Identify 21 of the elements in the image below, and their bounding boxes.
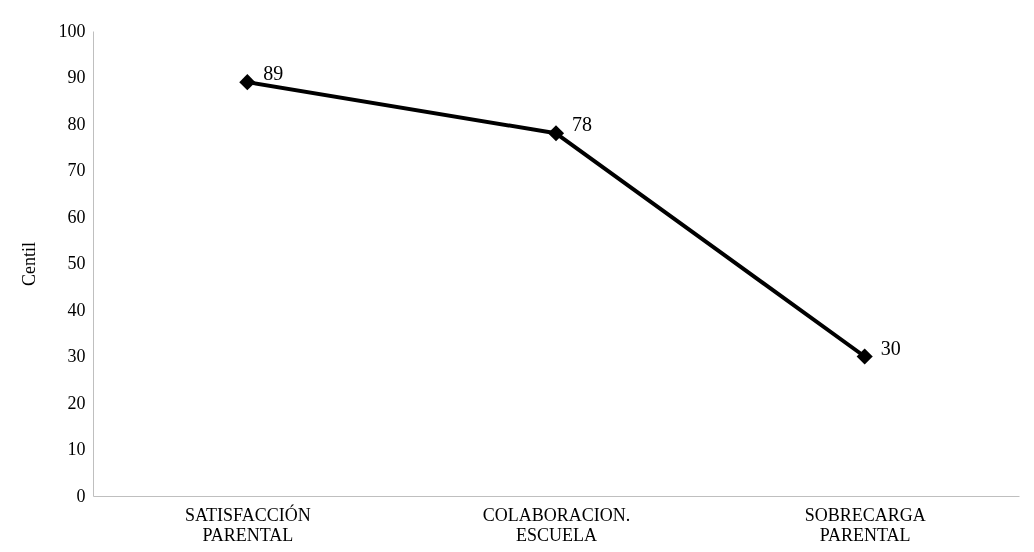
x-tick-label: SOBRECARGA PARENTAL — [804, 504, 926, 545]
x-tick-label: SATISFACCIÓN PARENTAL — [184, 503, 311, 545]
y-axis-title: Centil — [18, 242, 39, 286]
y-tick-label: 100 — [58, 20, 86, 41]
data-label: 30 — [880, 336, 901, 359]
y-tick-label: 10 — [67, 439, 86, 459]
y-tick-label: 50 — [67, 253, 86, 273]
y-tick-label: 0 — [76, 485, 86, 506]
data-label: 78 — [572, 113, 592, 136]
point — [239, 74, 256, 91]
x-tick-label: COLABORACION. ESCUELA — [482, 504, 631, 545]
y-tick-label: 60 — [67, 206, 86, 227]
y-tick-label: 40 — [67, 299, 86, 320]
y-tick-label: 80 — [67, 113, 86, 134]
y-tick-label: 90 — [67, 67, 86, 87]
point — [856, 348, 873, 365]
data-label: 89 — [263, 62, 284, 85]
y-tick-label: 30 — [67, 346, 86, 366]
point — [547, 125, 565, 142]
y-tick-label: 20 — [67, 392, 86, 413]
y-tick-label: 70 — [67, 160, 86, 180]
